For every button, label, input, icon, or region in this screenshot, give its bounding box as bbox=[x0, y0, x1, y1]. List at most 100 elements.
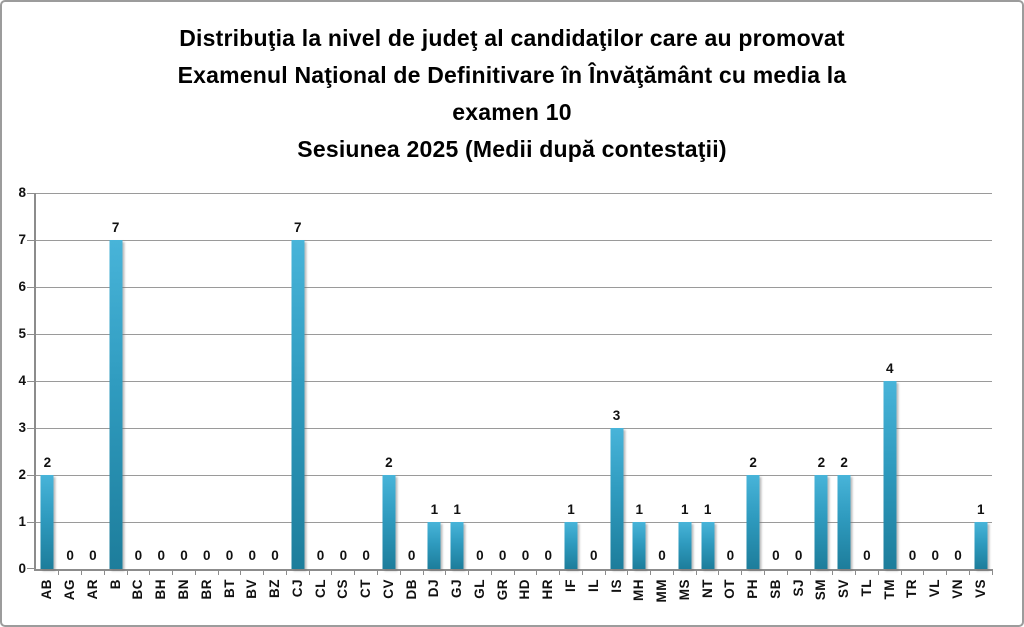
x-axis-tick-label: BZ bbox=[267, 579, 283, 598]
x-axis-tick-label: CT bbox=[358, 579, 374, 598]
category-cell: 0 AG bbox=[59, 193, 82, 600]
value-label: 0 bbox=[589, 548, 598, 563]
bar bbox=[40, 475, 54, 569]
bar bbox=[701, 522, 715, 569]
value-label: 1 bbox=[681, 502, 689, 517]
x-axis-tick-label: BV bbox=[244, 579, 260, 599]
category-cell: 2 CV bbox=[377, 193, 401, 599]
value-label: 2 bbox=[749, 455, 757, 470]
category-cell: 0 DB bbox=[400, 193, 424, 600]
gridline-y6 bbox=[36, 287, 992, 288]
x-axis-tick-label: AR bbox=[84, 579, 100, 600]
chart-title-line-2: Examenul Naţional de Definitivare în Înv… bbox=[177, 62, 847, 88]
x-axis-tick-label: BN bbox=[175, 579, 191, 600]
value-label: 0 bbox=[89, 548, 97, 563]
category-cell: 7 CJ bbox=[286, 193, 310, 597]
x-axis-tick-label: BC bbox=[130, 579, 146, 600]
x-axis-tick-label: MM bbox=[654, 579, 670, 603]
y-axis-line bbox=[34, 193, 36, 571]
category-cell: 0 GR bbox=[491, 193, 515, 600]
category-cell: 3 IS bbox=[605, 193, 629, 593]
value-label: 1 bbox=[567, 502, 575, 517]
value-label: 0 bbox=[908, 548, 917, 563]
value-label: 0 bbox=[794, 548, 803, 563]
x-axis-tick-label: BT bbox=[221, 579, 237, 598]
category-cell: 0 TL bbox=[856, 193, 879, 597]
value-label: 0 bbox=[498, 548, 507, 563]
value-label: 0 bbox=[339, 548, 348, 563]
category-cell: 0 BR bbox=[195, 193, 219, 600]
value-label: 7 bbox=[111, 220, 120, 235]
category-cell: 1 VS bbox=[969, 193, 993, 598]
chart-title: Distribuţia la nivel de judeţ al candida… bbox=[2, 20, 1022, 168]
gridline-y8 bbox=[36, 193, 992, 194]
x-axis-tick-label: DB bbox=[403, 579, 419, 600]
value-label: 3 bbox=[612, 408, 621, 423]
gridline-y5 bbox=[36, 334, 992, 335]
value-label: 0 bbox=[954, 548, 962, 563]
category-cell: 1 DJ bbox=[423, 193, 447, 597]
value-label: 0 bbox=[726, 548, 735, 563]
category-cell: 1 NT bbox=[696, 193, 720, 598]
value-label: 0 bbox=[180, 548, 188, 563]
x-axis-tick-label: GJ bbox=[449, 579, 465, 599]
x-axis-tick-label: SM bbox=[813, 579, 829, 601]
category-cell: 0 MM bbox=[651, 193, 674, 603]
category-cell: 0 VL bbox=[924, 193, 947, 597]
bar bbox=[678, 522, 692, 569]
x-axis-tick-label: AG bbox=[62, 579, 78, 601]
value-label: 0 bbox=[863, 548, 871, 563]
category-cell: 0 BH bbox=[150, 193, 173, 600]
y-axis-tick bbox=[27, 287, 36, 288]
x-axis-line bbox=[34, 569, 992, 571]
bar bbox=[814, 475, 828, 569]
y-axis-tick-label: 4 bbox=[18, 373, 26, 388]
value-label: 0 bbox=[225, 548, 234, 563]
y-axis-tick bbox=[27, 522, 36, 523]
x-axis-tick-label: DJ bbox=[426, 579, 442, 598]
gridline-y7 bbox=[36, 240, 992, 241]
x-axis-tick-label: CS bbox=[335, 579, 351, 599]
category-cell: 0 HD bbox=[514, 193, 538, 600]
x-axis-tick-label: NT bbox=[699, 579, 715, 598]
y-axis-tick bbox=[27, 568, 36, 569]
value-label: 0 bbox=[931, 548, 939, 563]
value-label: 0 bbox=[316, 548, 325, 563]
bar bbox=[382, 475, 396, 569]
x-axis-tick-label: SV bbox=[836, 579, 852, 599]
category-cell: 0 CT bbox=[355, 193, 378, 598]
category-cell: 0 OT bbox=[719, 193, 742, 599]
gridline-y3 bbox=[36, 428, 992, 429]
x-axis-tick-label: MH bbox=[631, 579, 647, 601]
category-cell: 4 TM bbox=[878, 193, 902, 600]
plot-area: 0 1 2 3 4 5 6 7 8 2 AB 0 AG 0 AR 7 B 0 BC 0 BH 0 BN 0 BR 0 BT 0 BV 0 B… bbox=[18, 185, 993, 603]
value-label: 1 bbox=[430, 502, 439, 517]
y-axis-tick-label: 6 bbox=[18, 279, 26, 294]
x-axis-tick-label: GL bbox=[471, 579, 487, 599]
category-cell: 1 IF bbox=[560, 193, 583, 592]
value-label: 0 bbox=[202, 548, 211, 563]
y-axis-tick-label: 0 bbox=[18, 561, 26, 576]
y-axis-tick bbox=[27, 381, 36, 382]
x-axis-tick-label: BR bbox=[198, 579, 214, 600]
x-axis-tick-label: CV bbox=[380, 579, 396, 599]
gridline-y2 bbox=[36, 475, 992, 476]
x-axis-tick-label: HD bbox=[517, 579, 533, 600]
chart-title-line-4: Sesiunea 2025 (Medii după contestaţii) bbox=[297, 136, 727, 162]
value-label: 0 bbox=[134, 548, 143, 563]
category-cell: 0 IL bbox=[582, 193, 606, 592]
x-axis-tick-label: VN bbox=[950, 579, 965, 599]
x-axis-tick-label: PH bbox=[745, 579, 761, 599]
x-axis-tick-label: VS bbox=[972, 579, 988, 599]
gridline-y4 bbox=[36, 381, 992, 382]
value-label: 0 bbox=[271, 548, 279, 563]
x-axis-tick-label: IS bbox=[608, 579, 624, 593]
value-label: 2 bbox=[43, 455, 52, 470]
x-axis-tick-label: OT bbox=[722, 579, 738, 599]
value-label: 1 bbox=[453, 502, 461, 517]
value-label: 2 bbox=[817, 455, 826, 470]
y-axis-tick-label: 3 bbox=[18, 420, 26, 435]
value-label: 0 bbox=[476, 548, 484, 563]
category-cell: 1 MS bbox=[673, 193, 697, 600]
category-cell: 0 GL bbox=[469, 193, 492, 599]
